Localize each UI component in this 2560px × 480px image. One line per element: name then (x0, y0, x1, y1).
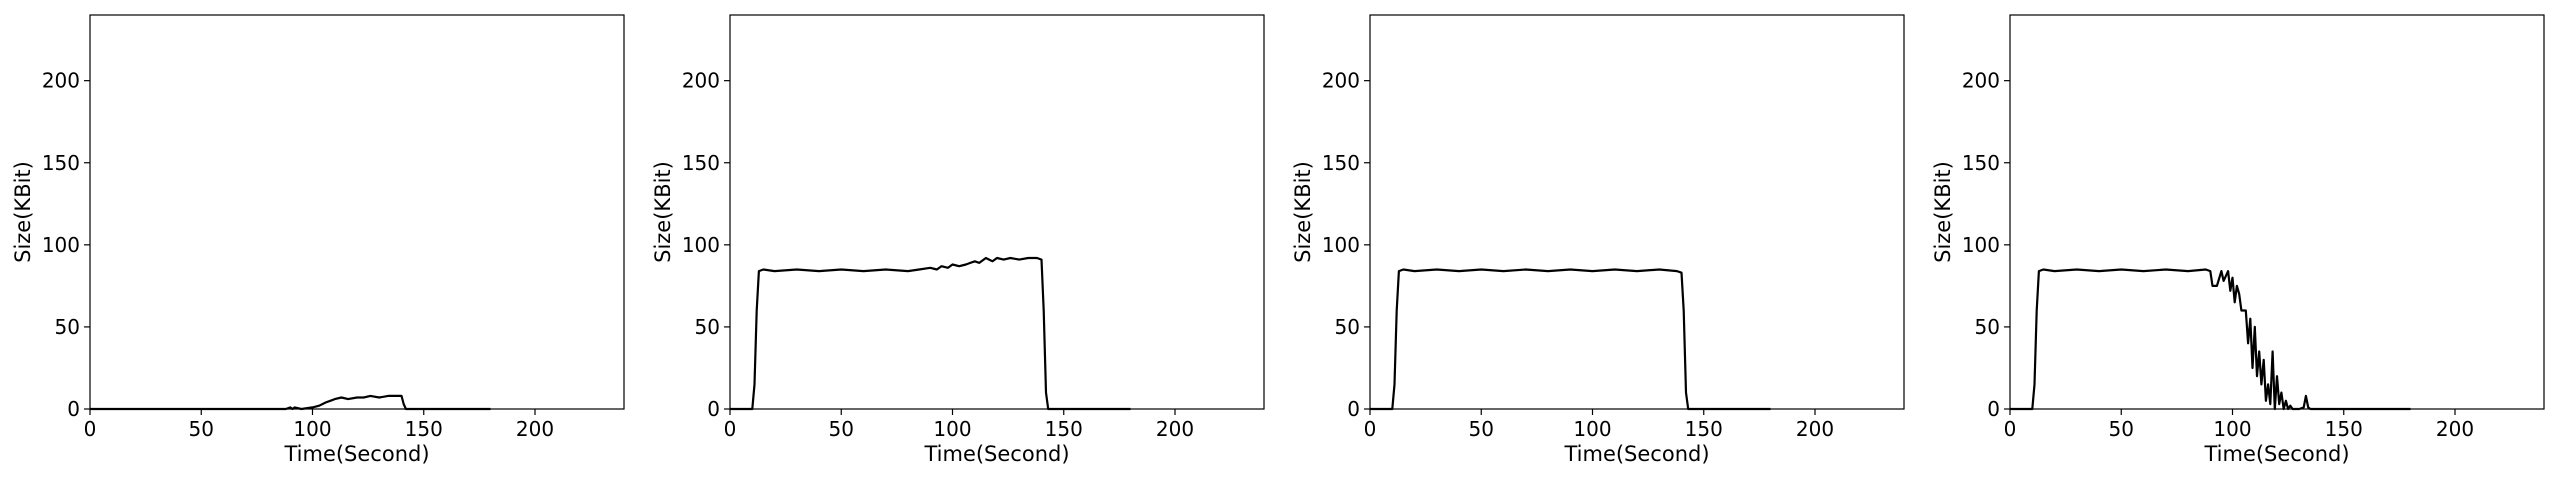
x-tick-label: 100 (2213, 417, 2251, 441)
y-tick-label: 50 (55, 315, 80, 339)
y-tick-label: 0 (707, 397, 720, 421)
y-tick-label: 150 (1322, 151, 1360, 175)
y-tick-label: 200 (42, 69, 80, 93)
y-tick-label: 150 (682, 151, 720, 175)
x-tick-label: 150 (1685, 417, 1723, 441)
y-axis-label: Size(KBit) (1291, 161, 1315, 263)
x-tick-label: 150 (405, 417, 443, 441)
series-line (1370, 268, 1771, 411)
chart-panel-1: 0 50 100 150 200 0 50 100 150 200 Time(Second) Size… (11, 14, 625, 466)
x-axis-label: Time(Second) (1563, 442, 1709, 466)
y-axis-label: Size(KBit) (11, 161, 35, 263)
x-tick-label: 100 (933, 417, 971, 441)
y-tick-label: 200 (1322, 69, 1360, 93)
y-tick-label: 50 (1975, 315, 2000, 339)
x-tick-label: 50 (829, 417, 854, 441)
plot-frame (729, 14, 1265, 410)
x-tick-label: 150 (1045, 417, 1083, 441)
y-tick-label: 0 (1347, 397, 1360, 421)
chart-panel-2: 0 50 100 150 200 0 50 100 150 200 Time(Second) Size… (651, 14, 1265, 466)
y-tick-label: 200 (682, 69, 720, 93)
series-line (90, 394, 491, 411)
x-tick-label: 100 (1573, 417, 1611, 441)
x-tick-label: 200 (2436, 417, 2474, 441)
x-tick-label: 50 (1469, 417, 1494, 441)
series-line (2010, 268, 2411, 411)
x-tick-label: 150 (2325, 417, 2363, 441)
x-axis-label: Time(Second) (283, 442, 429, 466)
plot-frame (1369, 14, 1905, 410)
x-tick-label: 0 (724, 417, 737, 441)
y-tick-label: 200 (1962, 69, 2000, 93)
x-tick-label: 50 (2109, 417, 2134, 441)
y-tick-label: 150 (1962, 151, 2000, 175)
y-tick-label: 150 (42, 151, 80, 175)
x-tick-label: 50 (189, 417, 214, 441)
x-axis-label: Time(Second) (2203, 442, 2349, 466)
chart-panel-3: 0 50 100 150 200 0 50 100 150 200 Time(Second) Size… (1291, 14, 1905, 466)
y-tick-label: 0 (1987, 397, 2000, 421)
y-tick-label: 50 (1335, 315, 1360, 339)
y-tick-label: 50 (695, 315, 720, 339)
x-axis-label: Time(Second) (923, 442, 1069, 466)
y-tick-label: 100 (42, 233, 80, 257)
plot-frame (89, 14, 625, 410)
x-tick-label: 0 (84, 417, 97, 441)
x-tick-label: 200 (1796, 417, 1834, 441)
y-axis-label: Size(KBit) (651, 161, 675, 263)
x-tick-label: 100 (293, 417, 331, 441)
chart-panel-4: 0 50 100 150 200 0 50 100 150 200 Time(Second) Size… (1931, 14, 2545, 466)
y-axis-label: Size(KBit) (1931, 161, 1955, 263)
y-tick-label: 0 (67, 397, 80, 421)
series-line (730, 256, 1131, 411)
y-tick-label: 100 (1322, 233, 1360, 257)
x-tick-label: 0 (1364, 417, 1377, 441)
plot-frame (2009, 14, 2545, 410)
x-tick-label: 200 (516, 417, 554, 441)
x-tick-label: 0 (2004, 417, 2017, 441)
y-tick-label: 100 (682, 233, 720, 257)
y-tick-label: 100 (1962, 233, 2000, 257)
x-tick-label: 200 (1156, 417, 1194, 441)
